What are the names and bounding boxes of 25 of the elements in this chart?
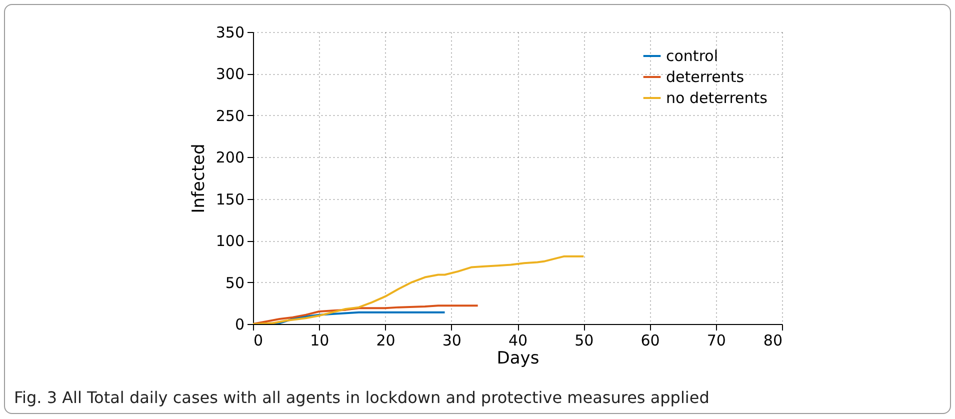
y-axis-title: Infected bbox=[188, 144, 209, 214]
x-tick-label: 30 bbox=[442, 332, 462, 350]
legend-label: control bbox=[666, 47, 718, 65]
x-tick-label: 80 bbox=[763, 332, 782, 350]
x-tick-label: 70 bbox=[706, 332, 726, 350]
y-tick-label: 50 bbox=[225, 274, 244, 292]
y-tick-label: 200 bbox=[216, 148, 244, 167]
line-series bbox=[253, 255, 585, 324]
x-axis-title: Days bbox=[496, 348, 540, 368]
y-tick-label: 100 bbox=[216, 232, 244, 250]
y-tick-label: 150 bbox=[216, 190, 244, 208]
x-tick-label: 60 bbox=[640, 332, 660, 350]
x-tick-label: 40 bbox=[508, 332, 528, 350]
legend-label: deterrents bbox=[666, 68, 744, 86]
y-tick-label: 0 bbox=[234, 316, 244, 334]
x-tick-label: 50 bbox=[574, 332, 594, 350]
x-tick-label: 10 bbox=[310, 332, 330, 350]
y-tick-label: 300 bbox=[216, 65, 244, 84]
caption: Fig. 3 All Total daily cases with all agents in lockdown and protective measures applied bbox=[14, 388, 710, 407]
x-tick-label: 20 bbox=[376, 332, 396, 350]
y-tick-label: 250 bbox=[216, 106, 244, 125]
legend-label: no deterrents bbox=[666, 89, 768, 107]
x-tick-label: 0 bbox=[254, 332, 264, 350]
line-series bbox=[253, 304, 479, 324]
y-tick-label: 350 bbox=[216, 24, 244, 42]
